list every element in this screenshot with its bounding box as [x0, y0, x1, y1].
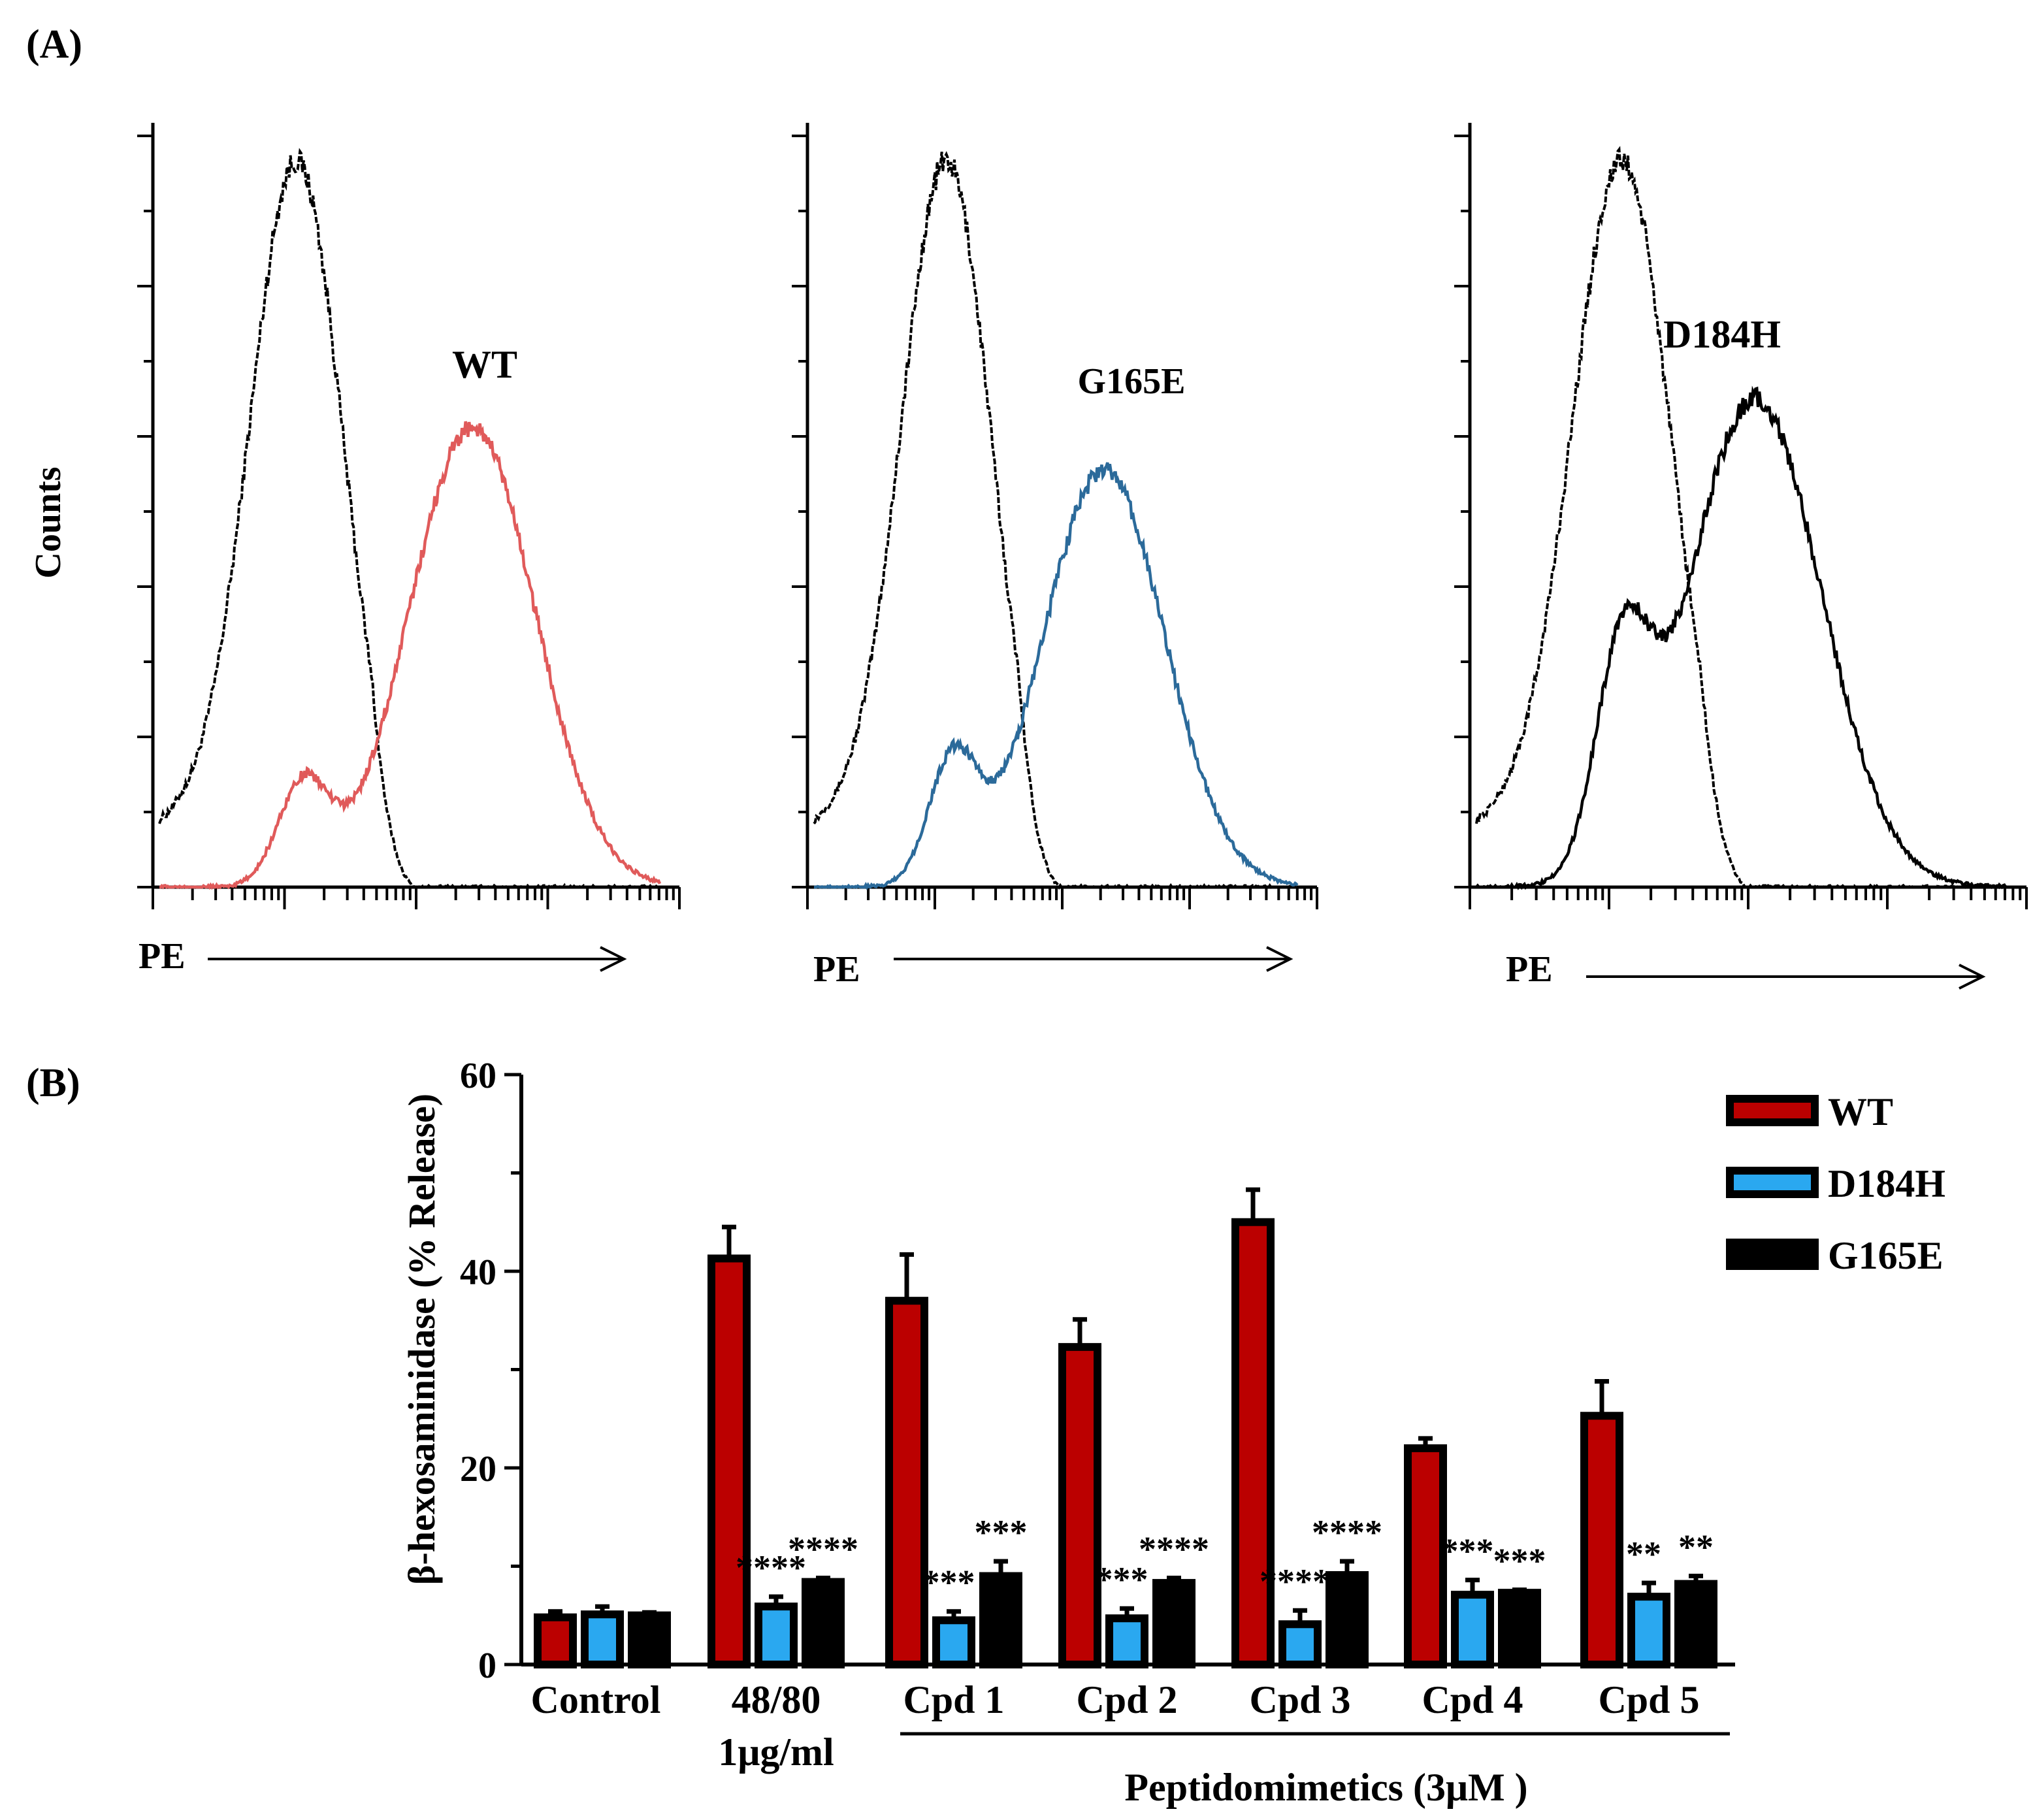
significance-marker: *** — [1493, 1542, 1546, 1581]
significance-marker: *** — [1441, 1532, 1494, 1571]
panel-label-a: (A) — [26, 22, 82, 67]
bar-y-axis-label: β-hexosaminidase (% Release) — [400, 1094, 443, 1585]
bar-d184h — [755, 1602, 798, 1669]
pe-arrow-head — [1266, 946, 1293, 972]
significance-marker: ** — [1626, 1535, 1661, 1574]
bar-y-tick-label: 60 — [460, 1056, 496, 1096]
bar-g165e — [1498, 1589, 1541, 1669]
legend-label: G165E — [1828, 1234, 1944, 1277]
significance-marker: **** — [788, 1530, 858, 1569]
counts-axis-label: Counts — [28, 466, 69, 578]
legend-label: D184H — [1828, 1162, 1945, 1205]
bar-d184h — [1278, 1620, 1322, 1668]
significance-marker: **** — [1260, 1562, 1330, 1601]
bar-d184h — [581, 1610, 624, 1669]
category-label: Cpd 5 — [1598, 1678, 1699, 1721]
legend-swatch — [1726, 1239, 1819, 1270]
histogram-title: G165E — [1078, 361, 1186, 402]
bar-d184h — [1105, 1614, 1148, 1668]
significance-marker: **** — [1312, 1513, 1382, 1552]
category-label: 48/80 — [732, 1678, 821, 1721]
bar-g165e — [1674, 1580, 1717, 1669]
isotype-histogram-line — [1475, 146, 2007, 890]
significance-marker: ** — [1678, 1528, 1714, 1567]
bar-d184h — [1627, 1593, 1670, 1669]
bar-y-tick-label: 20 — [460, 1449, 496, 1489]
sample-histogram-line — [159, 421, 662, 890]
group-label: Peptidomimetics (3μM ) — [1124, 1766, 1527, 1809]
isotype-histogram-line — [813, 151, 1297, 890]
bar-wt — [1231, 1218, 1275, 1668]
category-label: Control — [531, 1678, 661, 1721]
bar-chart: β-hexosaminidase (% Release) Peptidomime… — [400, 1056, 1945, 1809]
bar-wt — [1058, 1342, 1101, 1668]
category-label: Cpd 3 — [1249, 1678, 1350, 1721]
bar-d184h — [932, 1616, 975, 1668]
sample-histogram-line — [1475, 385, 2008, 890]
pe-axis-label: PE — [813, 949, 860, 990]
legend-swatch — [1726, 1095, 1819, 1126]
pe-axis-label: PE — [138, 936, 186, 977]
bar-wt — [534, 1613, 577, 1669]
bar-y-tick-label: 0 — [478, 1646, 496, 1686]
bar-wt — [1404, 1444, 1447, 1668]
panel-label-b: (B) — [26, 1061, 80, 1105]
bar-y-tick-label: 40 — [460, 1252, 496, 1293]
legend-swatch — [1726, 1167, 1819, 1198]
histogram-title: WT — [452, 343, 517, 386]
significance-marker: *** — [1096, 1560, 1148, 1599]
bar-g165e — [802, 1578, 845, 1669]
significance-marker: *** — [922, 1563, 975, 1602]
isotype-histogram-line — [158, 148, 660, 889]
significance-marker: *** — [975, 1513, 1028, 1552]
pe-axis-label: PE — [1506, 949, 1553, 990]
significance-marker: **** — [1139, 1530, 1209, 1569]
bar-wt — [707, 1254, 751, 1669]
category-label: Cpd 2 — [1076, 1678, 1177, 1721]
histogram-g165e: PE G165E — [792, 123, 1318, 990]
bar-wt — [1580, 1412, 1623, 1669]
category-label: Cpd 4 — [1422, 1678, 1523, 1721]
significance-marker: **** — [736, 1548, 806, 1587]
category-label: Cpd 1 — [903, 1678, 1004, 1721]
legend-label: WT — [1828, 1090, 1893, 1133]
bar-g165e — [979, 1572, 1022, 1669]
histogram-wt: Counts PE WT — [28, 123, 681, 977]
bar-wt — [885, 1297, 928, 1668]
bar-g165e — [1152, 1579, 1195, 1668]
bar-d184h — [1451, 1591, 1494, 1669]
sample-histogram-line — [814, 462, 1299, 890]
histogram-title: D184H — [1663, 313, 1781, 356]
histogram-d184h: PE D184H — [1454, 123, 2028, 990]
bar-g165e — [628, 1611, 671, 1668]
pe-arrow-head — [1959, 964, 1986, 990]
category-sublabel: 1μg/ml — [718, 1731, 834, 1774]
pe-arrow-head — [600, 946, 627, 972]
bar-g165e — [1326, 1571, 1369, 1668]
